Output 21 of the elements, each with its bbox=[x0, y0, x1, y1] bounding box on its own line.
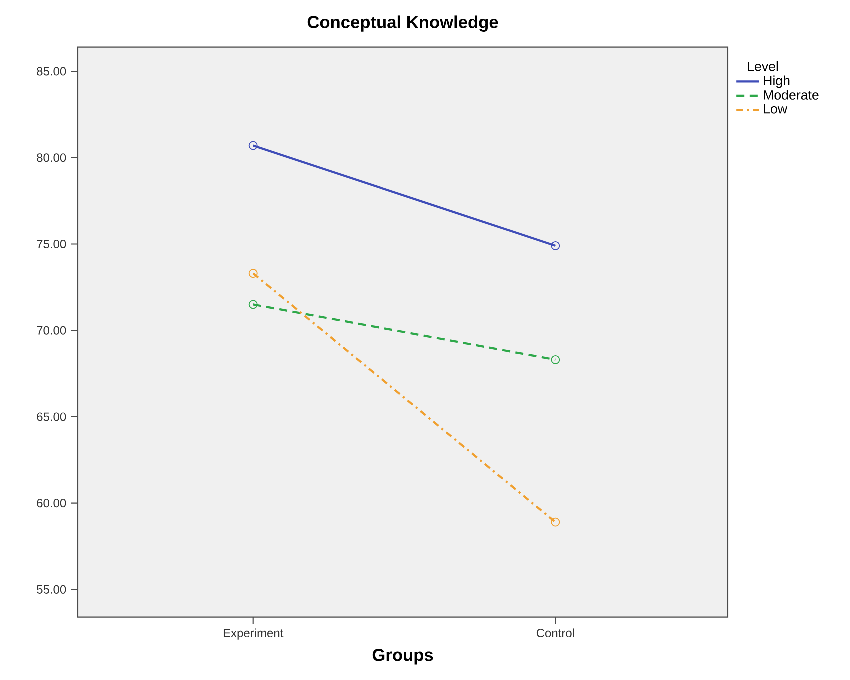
point bbox=[248, 300, 258, 310]
y-tick-label: 65.00 bbox=[37, 412, 66, 422]
x-axis-title: Groups bbox=[372, 649, 434, 665]
y-tick-label: 85.00 bbox=[37, 67, 66, 76]
y-tick-label: 80.00 bbox=[37, 154, 66, 162]
point bbox=[248, 141, 258, 150]
point bbox=[551, 241, 560, 250]
point bbox=[551, 518, 560, 527]
legend-label: High bbox=[764, 76, 790, 88]
y-tick-label: 75.00 bbox=[37, 240, 66, 248]
legend-label: Low bbox=[764, 104, 788, 114]
point bbox=[551, 355, 560, 364]
legend-title: Level bbox=[748, 61, 778, 72]
x-tick-label: Control bbox=[536, 628, 574, 638]
y-tick-label: 55.00 bbox=[37, 585, 66, 594]
chart-title: Conceptual Knowledge bbox=[308, 16, 498, 32]
y-tick-label: 60.00 bbox=[37, 499, 66, 508]
point bbox=[248, 269, 258, 278]
x-tick-label: Experiment bbox=[224, 628, 284, 640]
legend-label: Moderate bbox=[764, 90, 819, 100]
y-tick-label: 70.00 bbox=[37, 326, 66, 335]
